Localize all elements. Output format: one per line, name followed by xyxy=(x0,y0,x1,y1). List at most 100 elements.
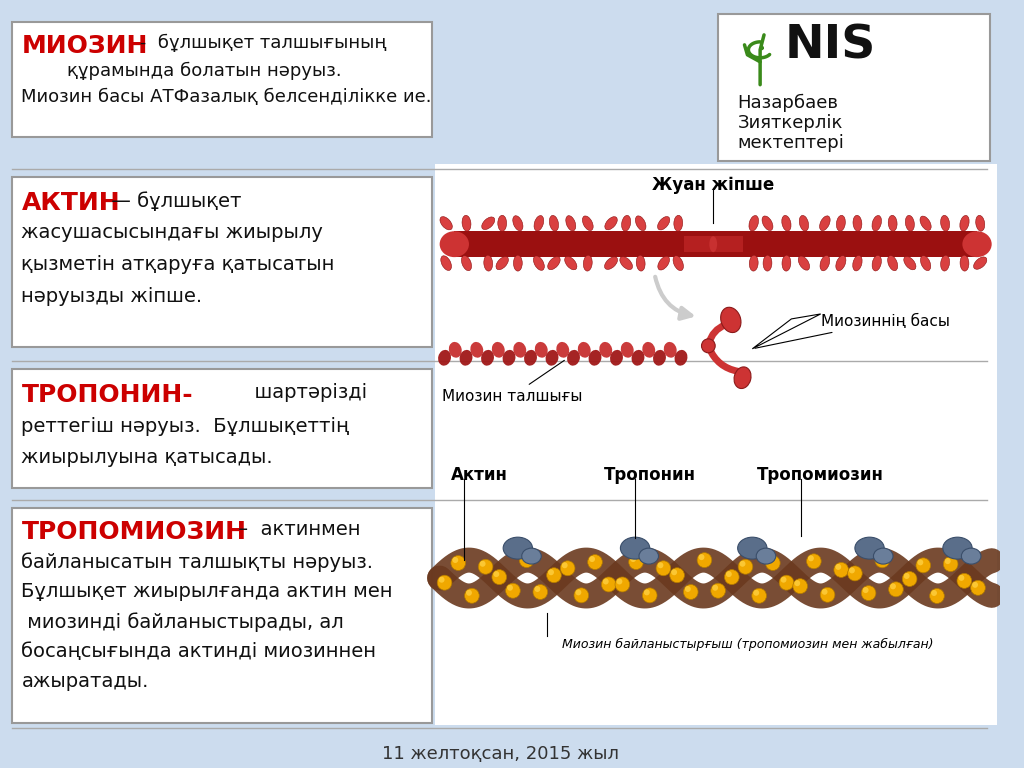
Ellipse shape xyxy=(734,367,751,389)
Ellipse shape xyxy=(535,342,548,358)
Ellipse shape xyxy=(877,554,883,561)
Text: Назарбаев: Назарбаев xyxy=(737,94,839,112)
Ellipse shape xyxy=(622,215,631,231)
Ellipse shape xyxy=(605,217,617,230)
FancyBboxPatch shape xyxy=(11,22,432,137)
Ellipse shape xyxy=(494,571,500,577)
Text: жиырылуына қатысады.: жиырылуына қатысады. xyxy=(22,449,273,468)
Ellipse shape xyxy=(507,584,513,591)
Text: –  актинмен: – актинмен xyxy=(231,520,360,539)
Ellipse shape xyxy=(739,561,745,567)
Ellipse shape xyxy=(836,256,846,270)
Ellipse shape xyxy=(478,559,493,574)
Ellipse shape xyxy=(657,257,670,270)
Ellipse shape xyxy=(453,557,458,563)
Ellipse shape xyxy=(855,537,884,559)
Text: құрамында болатын нәруыз.: құрамында болатын нәруыз. xyxy=(22,61,342,80)
Ellipse shape xyxy=(621,537,649,559)
Text: NIS: NIS xyxy=(784,24,876,69)
Text: мектептері: мектептері xyxy=(737,134,845,151)
Ellipse shape xyxy=(673,256,683,270)
Ellipse shape xyxy=(698,554,705,560)
Ellipse shape xyxy=(752,588,767,603)
Ellipse shape xyxy=(616,578,623,584)
Ellipse shape xyxy=(766,555,780,571)
Ellipse shape xyxy=(754,590,759,596)
Text: Тропомиозин: Тропомиозин xyxy=(757,466,884,485)
Ellipse shape xyxy=(506,583,520,598)
Ellipse shape xyxy=(601,577,616,592)
Ellipse shape xyxy=(546,350,558,366)
Ellipse shape xyxy=(465,588,479,603)
Ellipse shape xyxy=(621,342,634,358)
Ellipse shape xyxy=(800,215,809,231)
Ellipse shape xyxy=(807,554,821,569)
Ellipse shape xyxy=(820,256,829,271)
Ellipse shape xyxy=(438,350,451,366)
Ellipse shape xyxy=(959,215,969,231)
Ellipse shape xyxy=(889,582,903,597)
Ellipse shape xyxy=(972,582,978,588)
Ellipse shape xyxy=(781,215,791,231)
Text: миозинді байланыстырады, ал: миозинді байланыстырады, ал xyxy=(22,612,344,631)
Ellipse shape xyxy=(943,537,972,559)
Ellipse shape xyxy=(449,342,462,358)
Text: ТРОПОМИОЗИН: ТРОПОМИОЗИН xyxy=(22,520,247,545)
Ellipse shape xyxy=(532,584,548,600)
Ellipse shape xyxy=(780,577,786,583)
Text: АКТИН: АКТИН xyxy=(22,191,120,215)
Bar xyxy=(435,164,996,364)
Ellipse shape xyxy=(782,255,791,271)
Ellipse shape xyxy=(701,339,715,353)
Ellipse shape xyxy=(610,350,623,366)
Ellipse shape xyxy=(644,589,649,595)
Ellipse shape xyxy=(535,216,544,231)
Ellipse shape xyxy=(492,342,505,358)
Ellipse shape xyxy=(861,586,876,601)
Ellipse shape xyxy=(657,217,670,230)
Ellipse shape xyxy=(756,548,776,564)
Ellipse shape xyxy=(943,557,958,571)
Ellipse shape xyxy=(873,548,893,564)
Ellipse shape xyxy=(872,216,882,231)
Ellipse shape xyxy=(535,586,541,592)
Ellipse shape xyxy=(763,255,772,271)
Ellipse shape xyxy=(853,215,862,231)
Ellipse shape xyxy=(799,256,810,270)
Ellipse shape xyxy=(675,350,687,366)
Ellipse shape xyxy=(872,255,882,271)
Ellipse shape xyxy=(521,554,526,560)
Ellipse shape xyxy=(793,579,808,594)
Ellipse shape xyxy=(635,216,646,230)
Ellipse shape xyxy=(795,580,800,586)
Ellipse shape xyxy=(890,584,896,589)
Text: қызметін атқаруға қатысатын: қызметін атқаруға қатысатын xyxy=(22,255,335,274)
Ellipse shape xyxy=(629,554,643,570)
Ellipse shape xyxy=(437,575,452,590)
Ellipse shape xyxy=(963,231,991,257)
Ellipse shape xyxy=(588,554,602,570)
Ellipse shape xyxy=(440,217,453,230)
Ellipse shape xyxy=(451,555,466,571)
Ellipse shape xyxy=(767,557,773,563)
Ellipse shape xyxy=(578,342,591,358)
Text: 11 желтоқсан, 2015 жыл: 11 желтоқсан, 2015 жыл xyxy=(382,746,618,763)
Ellipse shape xyxy=(976,215,985,231)
Ellipse shape xyxy=(738,559,753,574)
Ellipse shape xyxy=(664,342,677,358)
FancyBboxPatch shape xyxy=(11,177,432,347)
Ellipse shape xyxy=(599,342,612,358)
Text: байланысатын талшықты нәруыз.: байланысатын талшықты нәруыз. xyxy=(22,552,374,572)
Ellipse shape xyxy=(904,257,915,270)
Ellipse shape xyxy=(905,215,914,231)
Ellipse shape xyxy=(483,255,493,271)
Ellipse shape xyxy=(724,570,739,584)
Ellipse shape xyxy=(462,215,471,231)
Bar xyxy=(435,299,996,463)
Ellipse shape xyxy=(945,558,950,564)
Text: шартәрізді: шартәрізді xyxy=(217,382,367,402)
Ellipse shape xyxy=(630,556,636,562)
Ellipse shape xyxy=(874,553,890,568)
Ellipse shape xyxy=(642,342,655,358)
Ellipse shape xyxy=(961,255,969,271)
